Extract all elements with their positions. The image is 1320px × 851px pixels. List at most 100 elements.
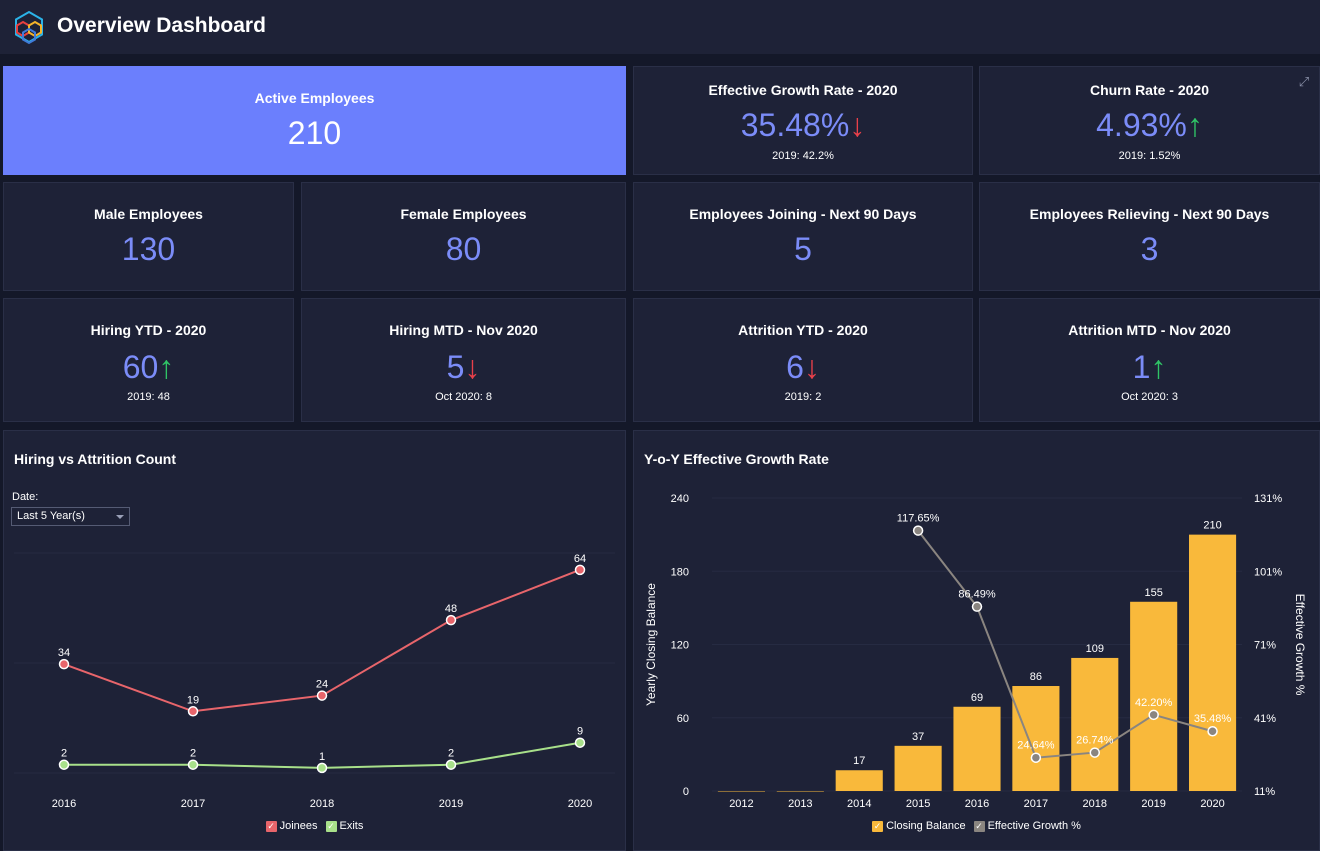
legend-item-closing-balance[interactable]: ✓ Closing Balance (872, 820, 966, 832)
card-active-employees[interactable]: Active Employees 210 (3, 66, 626, 175)
growth-point (912, 525, 924, 536)
data-label: 2 (448, 748, 454, 760)
arrow-up-icon: ↑ (1150, 349, 1167, 385)
x-tick-label: 2018 (1083, 798, 1107, 810)
card-title: Attrition YTD - 2020 (738, 322, 868, 338)
data-label: 24 (316, 679, 328, 691)
card-effective-growth-rate[interactable]: Effective Growth Rate - 2020 35.48%↓ 201… (633, 66, 973, 175)
bar-value-label: 17 (853, 755, 865, 767)
growth-label: 86.49% (958, 589, 996, 601)
data-label: 2 (190, 748, 196, 760)
card-title: Attrition MTD - Nov 2020 (1068, 322, 1231, 338)
y-tick-label: 180 (671, 566, 689, 578)
x-tick-label: 2016 (965, 798, 989, 810)
card-title: Active Employees (254, 90, 375, 106)
page-title: Overview Dashboard (57, 14, 266, 37)
card-subtext: 2019: 2 (784, 391, 822, 403)
y2-tick-label: 101% (1254, 566, 1282, 578)
x-tick-label: 2014 (847, 798, 871, 810)
panel-title: Hiring vs Attrition Count (14, 451, 177, 467)
y2-axis-label: Effective Growth % (1293, 594, 1307, 696)
bar-value-label: 155 (1144, 587, 1162, 599)
card-title: Hiring MTD - Nov 2020 (389, 322, 538, 338)
card-value: 5 (446, 349, 465, 385)
y-tick-label: 240 (671, 493, 689, 505)
card-value-row: 6↓ (634, 349, 972, 386)
arrow-up-icon: ↑ (158, 349, 175, 385)
card-title: Employees Joining - Next 90 Days (689, 206, 917, 222)
expand-icon[interactable]: ⤢ (1298, 74, 1310, 89)
growth-point (1089, 747, 1101, 758)
card-hiring-mtd[interactable]: Hiring MTD - Nov 2020 5↓ Oct 2020: 8 (301, 298, 626, 422)
card-title: Hiring YTD - 2020 (90, 322, 207, 338)
chevron-down-icon (116, 515, 124, 519)
bar-value-label: 210 (1203, 520, 1221, 532)
app-header: Overview Dashboard (0, 0, 1320, 54)
x-tick-label: 2019 (439, 798, 463, 810)
card-attrition-ytd[interactable]: Attrition YTD - 2020 6↓ 2019: 2 (633, 298, 973, 422)
arrow-down-icon: ↓ (464, 349, 481, 385)
card-attrition-mtd[interactable]: Attrition MTD - Nov 2020 1↑ Oct 2020: 3 (979, 298, 1320, 422)
data-point (58, 658, 70, 670)
card-female-employees[interactable]: Female Employees 80 (301, 182, 626, 291)
card-male-employees[interactable]: Male Employees 130 (3, 182, 294, 291)
y-tick-label: 120 (671, 640, 689, 652)
data-label: 48 (445, 603, 457, 615)
card-value-row: 5↓ (302, 349, 625, 386)
bar (953, 706, 1001, 791)
data-point (445, 759, 457, 770)
bar (1012, 686, 1060, 791)
growth-label: 24.64% (1017, 740, 1055, 752)
growth-legend: ✓ Closing Balance ✓ Effective Growth % (634, 820, 1319, 832)
bar (717, 791, 765, 792)
card-value: 5 (794, 231, 812, 267)
card-value: 4.93% (1096, 107, 1187, 143)
card-subtext: Oct 2020: 8 (435, 391, 492, 403)
date-filter-select[interactable]: Last 5 Year(s) (11, 507, 130, 526)
data-point (574, 737, 586, 748)
legend-item-effective-growth[interactable]: ✓ Effective Growth % (973, 820, 1081, 832)
x-tick-label: 2020 (568, 798, 592, 810)
y2-tick-label: 71% (1254, 640, 1276, 652)
data-point (316, 690, 328, 701)
bar-value-label: 69 (971, 692, 983, 704)
x-tick-label: 2017 (1024, 798, 1048, 810)
card-title: Churn Rate - 2020 (1089, 82, 1210, 98)
legend-item-exits[interactable]: ✓ Exits (325, 820, 363, 832)
card-employees-joining[interactable]: Employees Joining - Next 90 Days 5 (633, 182, 973, 291)
card-value-row: 60↑ (4, 349, 293, 386)
legend-item-joinees[interactable]: ✓ Joinees (265, 820, 318, 832)
bar (776, 791, 824, 792)
y2-tick-label: 11% (1254, 786, 1275, 798)
x-tick-label: 2019 (1141, 798, 1165, 810)
data-point (187, 706, 199, 717)
card-churn-rate[interactable]: ⤢ Churn Rate - 2020 4.93%↑ 2019: 1.52% (979, 66, 1320, 175)
legend-label: Closing Balance (886, 820, 966, 832)
card-title: Effective Growth Rate - 2020 (708, 82, 898, 98)
checkbox-icon: ✓ (872, 820, 884, 832)
y-axis-label: Yearly Closing Balance (644, 583, 658, 706)
panel-hiring-vs-attrition: Hiring vs Attrition Count Date: Last 5 Y… (3, 430, 626, 851)
x-tick-label: 2013 (788, 798, 812, 810)
date-filter-value: Last 5 Year(s) (17, 510, 85, 522)
data-label: 34 (58, 647, 70, 659)
app-logo-icon[interactable] (12, 10, 46, 46)
data-point (316, 762, 328, 774)
growth-point (1207, 725, 1218, 737)
hiring-legend: ✓ Joinees ✓ Exits (4, 820, 625, 832)
bar (894, 745, 942, 791)
bar (1071, 657, 1119, 791)
data-label: 9 (577, 726, 583, 738)
data-label: 64 (574, 553, 586, 565)
arrow-down-icon: ↓ (803, 349, 820, 385)
card-hiring-ytd[interactable]: Hiring YTD - 2020 60↑ 2019: 48 (3, 298, 294, 422)
card-value: 3 (1140, 231, 1159, 267)
x-tick-label: 2012 (729, 798, 753, 810)
x-tick-label: 2016 (52, 798, 76, 810)
data-point (574, 564, 586, 576)
card-employees-relieving[interactable]: Employees Relieving - Next 90 Days 3 (979, 182, 1320, 291)
bar (1130, 601, 1178, 791)
card-value: 35.48% (740, 107, 850, 143)
card-value: 210 (287, 115, 342, 151)
growth-line (917, 529, 1213, 759)
